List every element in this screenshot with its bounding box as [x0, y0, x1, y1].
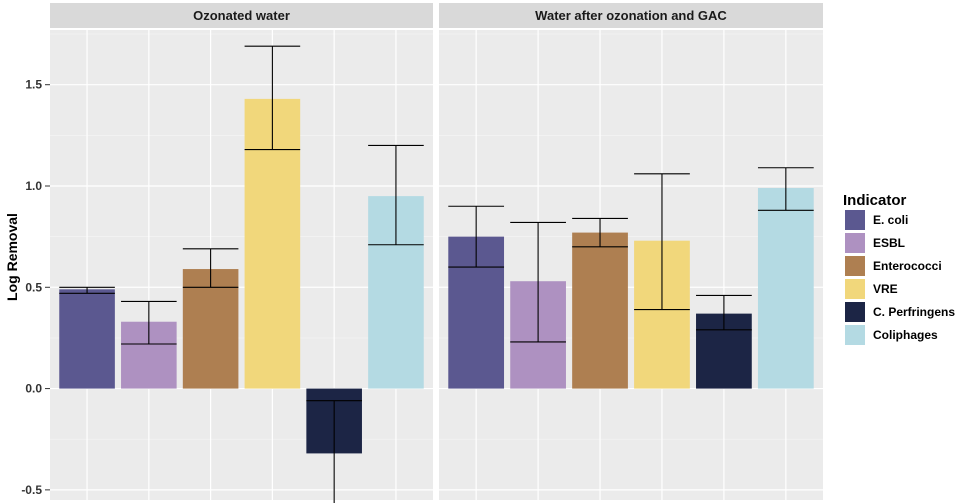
legend-label: C. Perfringens [873, 305, 955, 319]
legend-label: E. coli [873, 213, 908, 227]
panel-title: Ozonated water [193, 8, 290, 23]
legend-swatch [845, 325, 865, 345]
error-bar [696, 294, 752, 331]
legend-label: ESBL [873, 236, 905, 250]
error-bar [244, 45, 301, 151]
bar [59, 289, 115, 389]
legend-swatch [845, 279, 865, 299]
bar [572, 232, 628, 389]
panel-strip [439, 3, 823, 28]
legend-swatch [845, 233, 865, 253]
panel-strip [50, 3, 433, 28]
y-tick-label: 1.0 [25, 179, 42, 193]
y-tick-label: 0.0 [25, 382, 42, 396]
error-bar [448, 205, 505, 268]
y-axis: -0.5 0.0 0.5 1.0 1.5 [21, 78, 50, 497]
panel-1: Ozonated water [50, 3, 433, 503]
y-tick-label: -0.5 [21, 483, 42, 497]
legend: Indicator E. coli ESBL Enterococci VRE C. Pe… [843, 192, 955, 345]
error-bar [634, 173, 690, 311]
y-tick-label: 1.5 [25, 78, 42, 92]
panel-2: Water after ozonation and GAC [439, 3, 823, 500]
bar [182, 269, 239, 389]
error-bar [59, 286, 115, 294]
error-bar [182, 248, 239, 288]
error-bar [510, 221, 566, 343]
legend-title: Indicator [843, 192, 907, 209]
legend-swatch [845, 210, 865, 230]
panels: Ozonated water Water after ozonation and … [50, 3, 823, 503]
panel-title: Water after ozonation and GAC [535, 8, 727, 23]
y-axis-title: Log Removal [4, 213, 20, 301]
error-bar [121, 300, 177, 345]
legend-swatch [845, 256, 865, 276]
legend-swatch [845, 302, 865, 322]
error-bar [757, 167, 814, 211]
y-tick-label: 0.5 [25, 280, 42, 294]
error-bar [306, 400, 362, 503]
error-bar [572, 217, 628, 248]
legend-label: Coliphages [873, 328, 938, 342]
bar [757, 188, 814, 389]
legend-label: Enterococci [873, 259, 942, 273]
legend-label: VRE [873, 282, 898, 296]
error-bar [368, 144, 424, 246]
